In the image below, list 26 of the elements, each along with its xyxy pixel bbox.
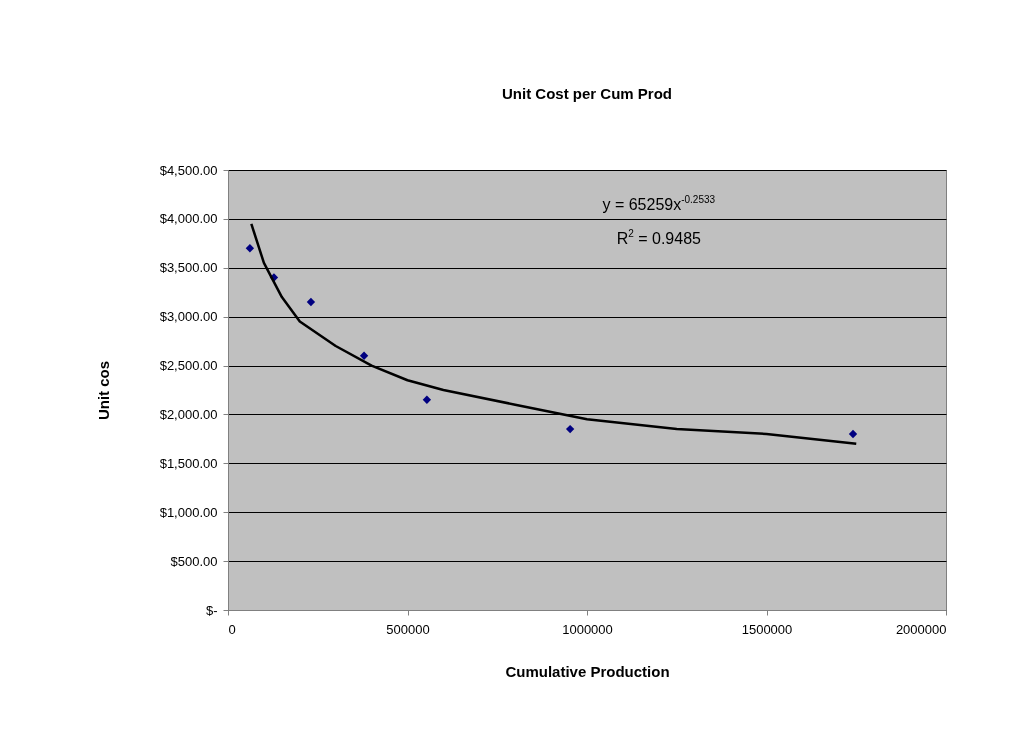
x-tick-label: 1500000 bbox=[741, 621, 793, 637]
point bbox=[565, 424, 575, 434]
y-axis-title: Unit cos bbox=[94, 360, 112, 421]
y-tick-label: $2,000.00 bbox=[159, 406, 218, 422]
x-tick-label: 2000000 bbox=[895, 621, 947, 637]
x-tick-label: 0 bbox=[228, 621, 236, 637]
annotation: R$^{2}$ = 0.9485 bbox=[616, 228, 701, 248]
y-tick-label: $500.00 bbox=[170, 553, 218, 569]
point bbox=[359, 351, 369, 360]
point bbox=[848, 429, 858, 439]
y-tick-label: $- bbox=[205, 602, 218, 618]
point bbox=[306, 297, 316, 307]
y-tick-label: $3,500.00 bbox=[159, 260, 218, 276]
y-tick-label: $1,000.00 bbox=[159, 504, 218, 520]
y-tick-label: $2,500.00 bbox=[159, 358, 218, 374]
y-tick-label: $1,500.00 bbox=[159, 455, 218, 471]
y-tick-label: $4,000.00 bbox=[159, 211, 218, 227]
y-tick-label: $4,500.00 bbox=[159, 162, 218, 178]
annotation: y = 65259x$^{-0.2533}$ bbox=[602, 194, 716, 214]
chart-title: Unit Cost per Cum Prod bbox=[501, 85, 673, 102]
x-tick-label: 500000 bbox=[386, 621, 430, 637]
x-axis-title: Cumulative Production bbox=[505, 662, 670, 680]
point bbox=[245, 244, 255, 253]
y-tick-label: $3,000.00 bbox=[159, 309, 218, 325]
x-tick-label: 1000000 bbox=[562, 621, 613, 637]
point bbox=[422, 395, 432, 404]
